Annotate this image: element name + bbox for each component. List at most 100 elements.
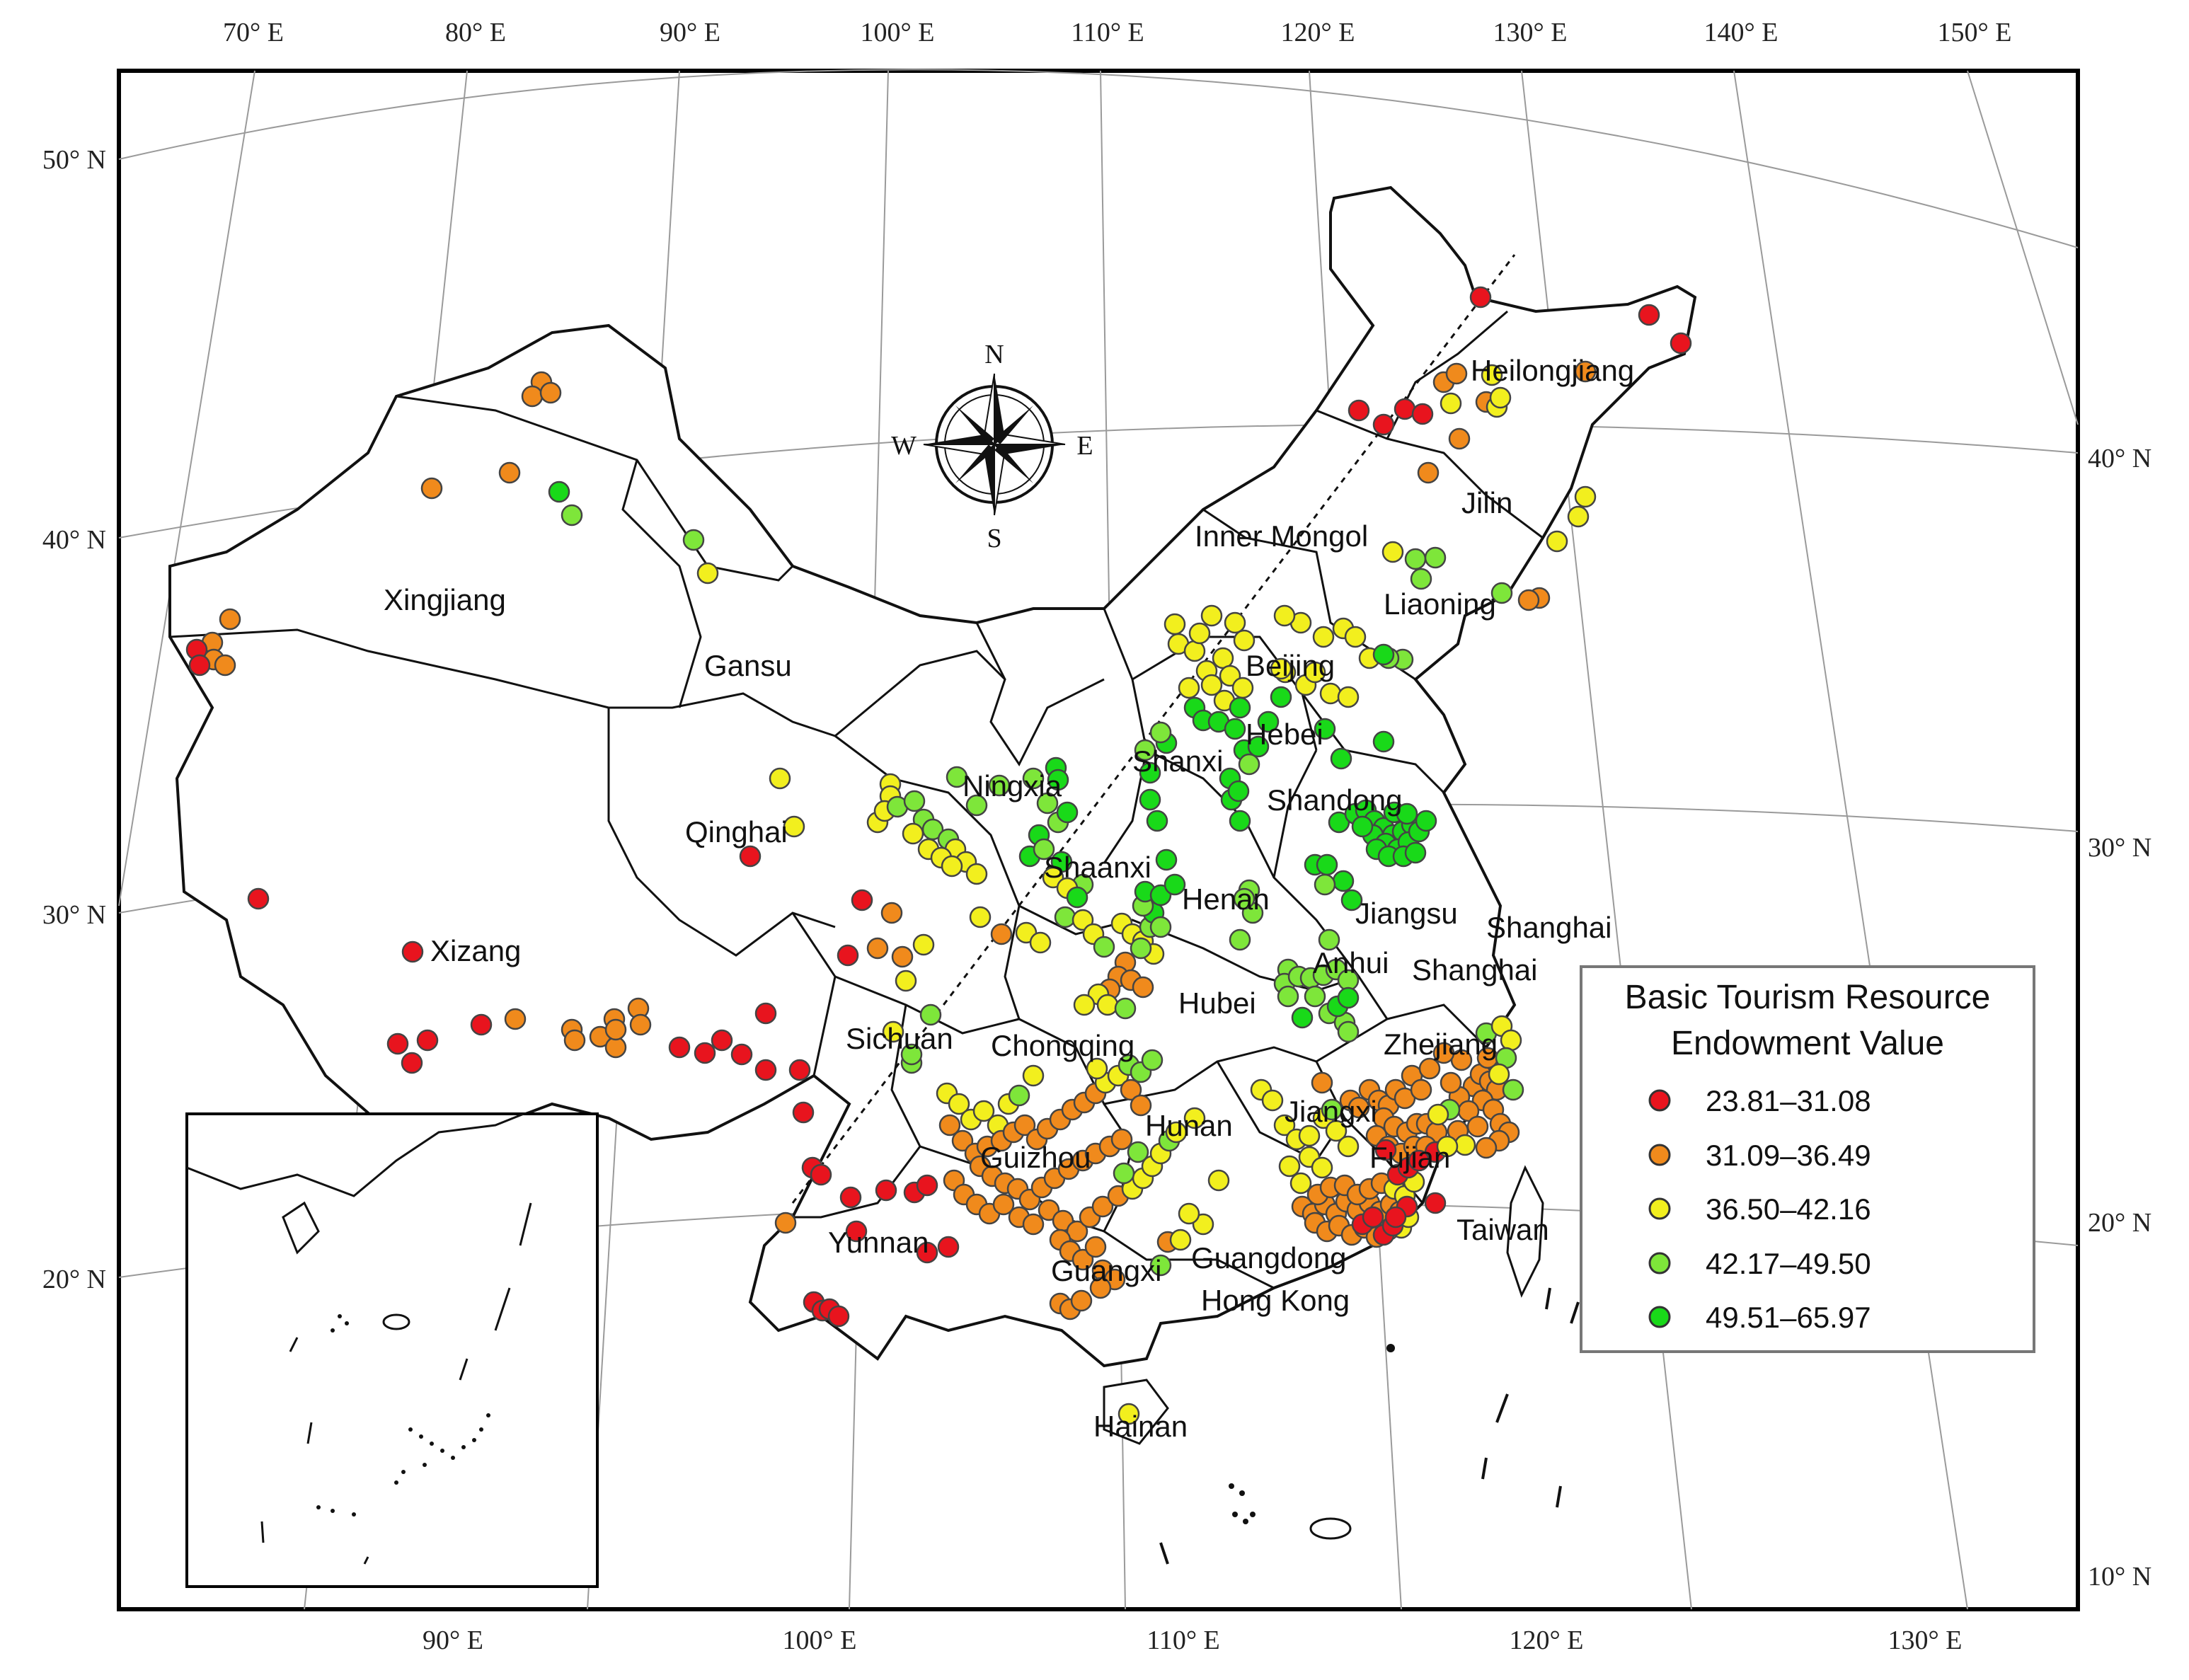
province-label-shanxi: Shanxi [1132,744,1223,778]
province-label-xingjiang: Xingjiang [384,583,506,616]
city-point [563,1029,586,1052]
legend-swatch [1648,1306,1671,1328]
city-point [1029,931,1052,954]
city-point [1233,629,1256,652]
city-point [946,766,968,788]
city-point [1410,1078,1432,1101]
province-label-yunnan: Yunnan [828,1226,929,1259]
province-label-guangxi: Guangxi [1051,1254,1161,1287]
legend-swatch [1648,1252,1671,1275]
city-point [845,1220,868,1243]
city-point [1394,398,1416,420]
city-point [1261,1089,1284,1112]
city-point [1344,626,1367,648]
city-point [1481,364,1503,386]
city-point [1351,815,1374,838]
city-point [470,1013,493,1036]
city-point [990,923,1013,945]
city-point [1091,1195,1114,1218]
city-point [1311,1071,1333,1094]
city-point [1229,810,1251,832]
city-point [1424,546,1447,569]
city-point [1036,792,1059,815]
city-point [1084,1236,1107,1258]
legend-title-line2: Endowment Value [1671,1025,1944,1062]
compass-e: E [1076,431,1093,461]
city-point [1440,392,1462,415]
city-point [188,654,211,677]
top-lon-labels: 70° E 80° E 90° E 100° E 110° E 120° E 1… [223,18,2011,47]
legend: Basic Tourism Resource Endowment Value 2… [1580,965,2035,1353]
city-point [1372,643,1395,666]
city-point [668,1036,691,1059]
city-point [1139,761,1161,784]
city-point [1332,870,1355,892]
city-point [1318,928,1340,951]
city-point [1567,505,1590,528]
city-point [1127,1141,1149,1163]
city-point [504,1008,527,1030]
city-point [837,944,859,967]
province-label-sichuan: Sichuan [846,1022,953,1055]
city-point [1071,1248,1094,1271]
city-point [1311,1156,1333,1179]
city-point [219,608,241,631]
city-point [851,889,873,911]
province-label-anhui: Anhui [1313,946,1389,979]
city-point [1454,1134,1476,1156]
province-label-guangdong: Guangdong [1191,1241,1347,1275]
province-label-beijing: Beijing [1246,649,1335,682]
city-point [1093,936,1115,958]
city-point [1500,1029,1522,1052]
city-points [185,286,1692,1425]
city-point [1372,730,1395,753]
city-point [754,1002,777,1025]
city-point [1164,873,1186,896]
city-point [1207,1169,1230,1192]
city-point [1130,937,1152,960]
province-label-xizang: Xizang [430,934,521,967]
province-label-zhejiang: Zhejiang [1384,1028,1498,1061]
city-point [1200,674,1223,696]
province-label-hunan: Hunan [1145,1109,1233,1142]
lat-label: 20° N [2088,1208,2151,1238]
city-point [1070,1289,1093,1312]
province-label-gansu: Gansu [704,649,792,682]
city-point [1149,721,1172,744]
city-point [1141,1049,1164,1071]
inset-islets [316,1314,490,1517]
city-point [1134,739,1156,761]
city-point [1110,1128,1133,1151]
lon-label: 140° E [1704,18,1779,47]
city-point [1146,810,1168,832]
city-point [875,1179,897,1202]
lon-label: 110° E [1147,1626,1220,1655]
lat-label: 40° N [42,525,106,555]
city-point [1113,1162,1135,1185]
city-point [711,1029,733,1052]
city-point [937,1236,960,1258]
bottom-lon-labels: 90° E 100° E 110° E 120° E 130° E [423,1626,1962,1655]
city-point [1118,1403,1140,1425]
city-point [1130,1094,1152,1117]
city-point [1348,1096,1370,1119]
province-label-shanghai-1: Shanghai [1486,911,1612,944]
city-point [774,1212,797,1234]
lat-label: 40° N [2088,444,2151,473]
city-point [839,1186,862,1209]
province-label-jiangxi: Jiangxi [1285,1095,1377,1128]
province-label-hubei: Hubei [1178,986,1256,1020]
city-point [916,1241,938,1264]
lat-label: 10° N [2088,1562,2151,1592]
city-point [1165,1121,1188,1144]
lon-label: 80° E [445,18,506,47]
city-point [941,855,963,878]
city-point [1404,548,1427,570]
city-point [1229,928,1251,951]
city-point [1278,1155,1301,1178]
legend-class-3: 36.50–42.16 [1648,1192,1871,1226]
lon-label: 120° E [1510,1626,1584,1655]
city-point [696,562,719,585]
city-point [1022,1064,1045,1087]
city-point [1200,604,1223,627]
